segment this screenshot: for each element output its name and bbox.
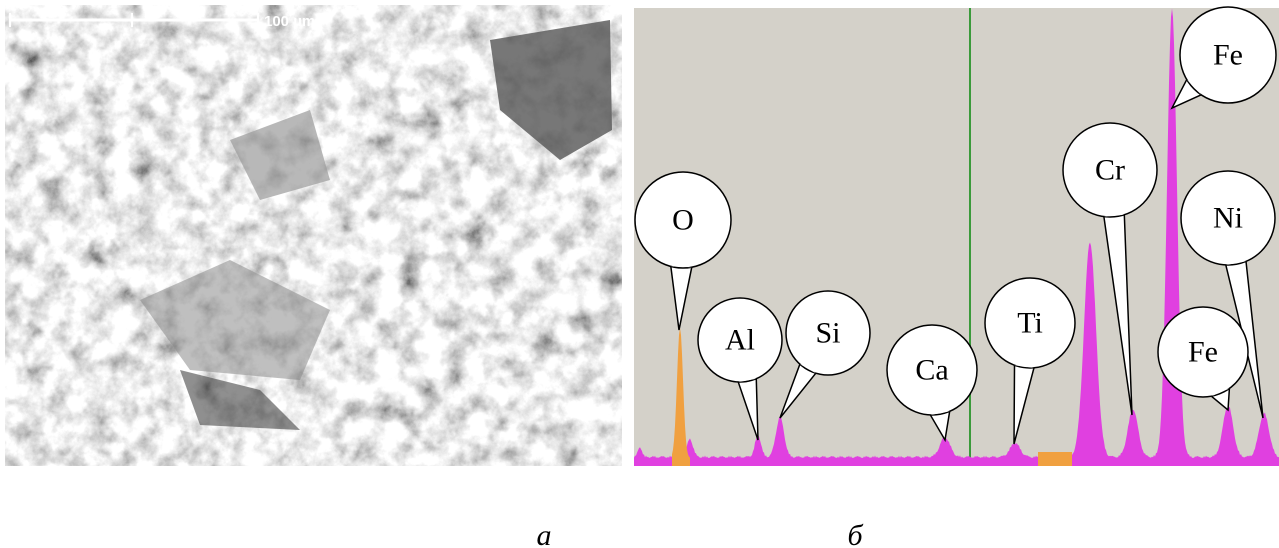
- callout-label: Fe: [1188, 336, 1218, 369]
- caption-b: б: [847, 519, 863, 548]
- callout-label: Ni: [1213, 202, 1243, 235]
- callout-label: Fe: [1213, 39, 1243, 72]
- callout-label: O: [672, 204, 694, 237]
- callout-label: Ti: [1017, 307, 1043, 340]
- callout-label: Ca: [915, 354, 948, 387]
- figure: 100 µm O Al Si Ca Ti Cr Fe Ni Fe a б: [0, 0, 1279, 548]
- sem-image: 100 µm: [5, 5, 622, 466]
- scale-label: 100 µm: [264, 13, 315, 30]
- spectrum-roi: [1038, 452, 1072, 466]
- callout-label: Al: [725, 324, 755, 357]
- caption-a: a: [537, 519, 552, 548]
- callout-label: Si: [815, 317, 840, 350]
- callout-label: Cr: [1095, 154, 1125, 187]
